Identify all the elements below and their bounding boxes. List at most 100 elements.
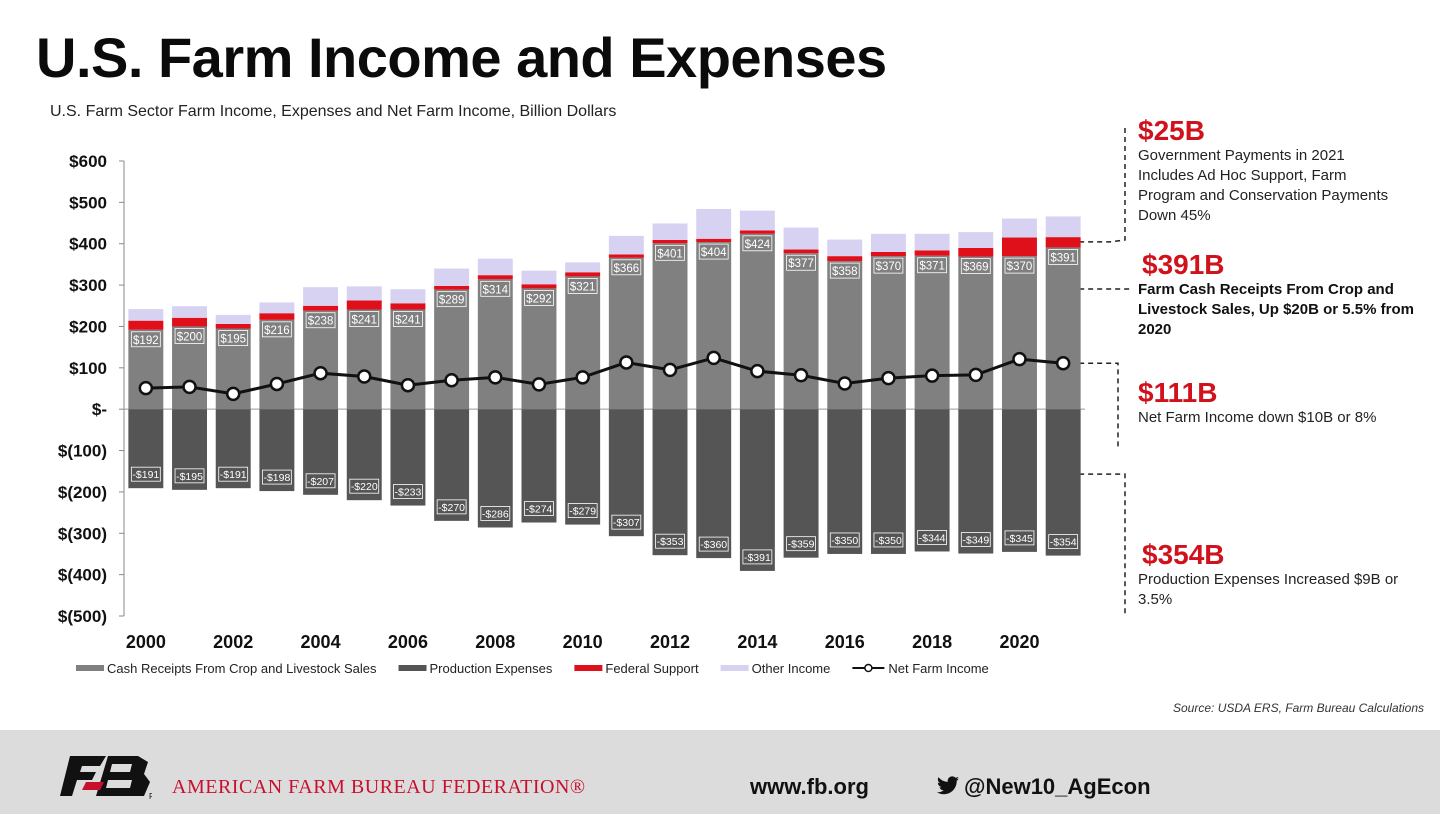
cash-receipts-data-label: $321 (570, 281, 596, 293)
x-axis: 2000 2002 2004 2006 2008 2010 2012 2014 2016 2018… (124, 408, 1085, 652)
bar-cash-receipts (477, 279, 513, 410)
expense-label-box (829, 532, 860, 548)
net-farm-income-point (662, 362, 678, 378)
production-expenses-data-label: -$354 (1050, 537, 1077, 549)
expense-label-box (698, 536, 729, 552)
callout-text: Net Farm Income down $10B or 8% (1138, 409, 1377, 426)
cash-receipts-data-label: $238 (308, 316, 334, 328)
cash-label-box (480, 280, 511, 297)
expense-label-box (393, 484, 423, 499)
bar-production-expenses (958, 409, 994, 554)
net-farm-income-point (444, 372, 459, 388)
bar-production-expenses (1045, 409, 1081, 556)
bars (128, 208, 1081, 571)
cash-label-box (742, 235, 773, 252)
chart-subtitle: U.S. Farm Sector Farm Income, Expenses a… (50, 103, 617, 120)
bar-cash-receipts (914, 255, 950, 410)
y-tick-label: $(200) (58, 483, 107, 502)
legend-swatch (720, 665, 749, 671)
expense-label-box (742, 549, 773, 565)
cash-receipts-data-label: $241 (395, 314, 421, 326)
bar-federal-support (914, 250, 950, 256)
bar-cash-receipts (1045, 247, 1081, 410)
production-expenses-data-label: -$191 (132, 469, 159, 481)
x-tick-label: 2020 (999, 632, 1039, 652)
bar-cash-receipts (958, 256, 994, 410)
net-farm-income-line (145, 356, 1064, 396)
bar-federal-support (608, 254, 644, 258)
callout-value: $354B (1142, 539, 1225, 570)
legend-label: Cash Receipts From Crop and Livestock Sa… (107, 661, 377, 676)
production-expenses-data-label: -$350 (875, 535, 902, 547)
cash-receipts-data-label: $424 (745, 239, 771, 251)
bar-other-income (346, 286, 382, 301)
cash-label-box (174, 328, 205, 344)
production-expenses-data-label: -$307 (613, 517, 640, 529)
twitter-handle[interactable]: @New10_AgEcon (936, 774, 1151, 800)
cash-receipts-data-label: $358 (832, 266, 858, 278)
legend-label: Federal Support (605, 661, 699, 676)
cash-label-box (218, 330, 249, 346)
net-farm-income-point (400, 377, 416, 393)
production-expenses-data-label: -$359 (788, 539, 815, 551)
x-tick-label: 2016 (825, 632, 865, 652)
bar-cash-receipts (434, 289, 470, 410)
x-tick-label: 2006 (388, 632, 428, 652)
net-farm-income-point (750, 363, 765, 379)
bar-cash-receipts (870, 256, 906, 410)
net-farm-income-point (1012, 351, 1027, 367)
expense-label-box (480, 506, 511, 521)
bar-production-expenses (652, 409, 688, 556)
x-tick-label: 2010 (563, 632, 603, 652)
expense-label-box (786, 536, 816, 552)
y-tick-label: $500 (69, 193, 107, 212)
net-farm-income-point (313, 365, 328, 381)
production-expenses-data-label: -$220 (351, 481, 378, 493)
bar-federal-support (521, 284, 557, 289)
cash-receipts-data-label: $369 (963, 262, 989, 274)
bar-labels: $192 -$191 $200 -$195 $195 -$191 $216 -$198 $238… (130, 235, 1079, 565)
bar-federal-support (172, 317, 207, 327)
callout-value: $25B (1138, 115, 1205, 146)
cash-receipts-data-label: $370 (876, 261, 902, 273)
callout-leader-line (1070, 473, 1126, 615)
legend-label: Net Farm Income (888, 661, 988, 676)
cash-label-box (349, 311, 380, 327)
production-expenses-data-label: -$207 (307, 476, 334, 488)
bar-production-expenses (783, 409, 819, 558)
bar-other-income (303, 287, 339, 306)
cash-label-box (1048, 249, 1079, 265)
cash-receipts-data-label: $241 (351, 314, 377, 326)
twitter-bird-icon (937, 776, 959, 795)
bar-federal-support (128, 320, 164, 330)
bar-other-income (608, 235, 644, 255)
production-expenses-data-label: -$353 (657, 536, 684, 548)
bar-other-income (259, 302, 295, 314)
production-expenses-data-label: -$233 (395, 487, 422, 499)
footer: FB AMERICAN FARM BUREAU FEDERATION® www.… (0, 730, 1440, 814)
net-farm-income-point (225, 386, 241, 402)
callout-value: $391B (1142, 249, 1225, 280)
callout-text: Farm Cash Receipts From Crop and Livesto… (1138, 281, 1414, 338)
source-note: Source: USDA ERS, Farm Bureau Calculatio… (1173, 701, 1424, 715)
production-expenses-data-label: -$274 (526, 504, 553, 516)
production-expenses-data-label: -$344 (919, 532, 946, 544)
cash-label-box (873, 257, 904, 274)
expense-label-box (873, 532, 904, 548)
expense-label-box (524, 501, 554, 516)
y-tick-label: $(400) (58, 566, 107, 585)
expense-label-box (174, 468, 205, 484)
x-tick-label: 2014 (737, 632, 777, 652)
cash-receipts-data-label: $192 (133, 335, 159, 347)
callout-leader-line (1070, 362, 1119, 450)
cash-label-box (611, 259, 642, 276)
production-expenses-data-label: -$345 (1006, 533, 1033, 545)
callout-text: Government Payments in 2021 Includes Ad … (1138, 147, 1389, 224)
net-farm-income-point (575, 370, 590, 385)
bar-other-income (696, 208, 732, 239)
website-link[interactable]: www.fb.org (750, 774, 869, 799)
bar-other-income (1002, 218, 1037, 238)
bar-other-income (914, 233, 950, 251)
bar-federal-support (1002, 237, 1037, 257)
cash-receipts-data-label: $289 (439, 295, 465, 307)
